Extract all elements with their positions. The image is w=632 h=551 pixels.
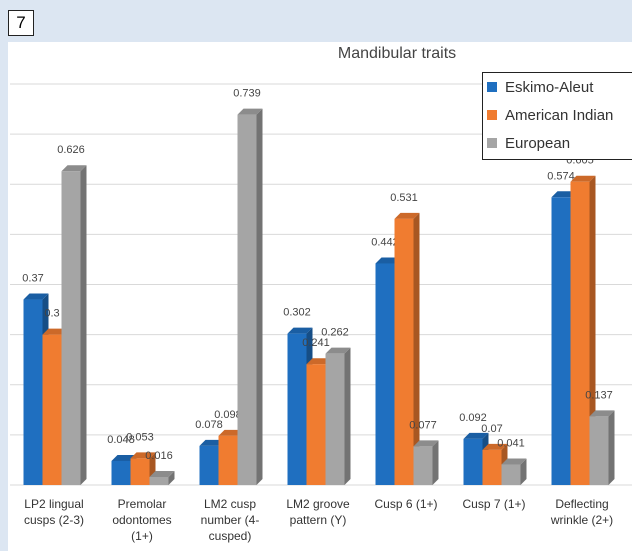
data-label: 0.016: [145, 450, 173, 462]
bar: [218, 435, 238, 485]
bar: [42, 334, 62, 485]
bar-top: [218, 429, 244, 436]
data-label: 0.442: [371, 236, 399, 248]
bar: [61, 171, 81, 485]
data-label: 0.574: [547, 170, 575, 182]
legend-swatch: [487, 138, 497, 148]
data-label: 0.092: [459, 412, 487, 424]
panel-label: 7: [8, 10, 34, 36]
bar-top: [551, 191, 577, 198]
x-tick-label: LM2 groove pattern (Y): [286, 497, 350, 527]
bar-top: [501, 458, 527, 465]
x-tick-label: LM2 cusp number (4-cusped): [200, 497, 260, 543]
bar-top: [482, 443, 508, 450]
data-label: 0.098: [214, 409, 242, 421]
x-tick-label: Cusp 6 (1+): [374, 497, 438, 511]
bar-top: [413, 440, 439, 447]
bar-top: [23, 293, 49, 300]
bar-side: [520, 458, 527, 485]
data-label: 0.137: [585, 389, 613, 401]
bar-top: [61, 165, 87, 172]
bar-top: [375, 257, 401, 264]
legend: Eskimo-Aleut American Indian European: [482, 72, 632, 160]
x-tick-label: Cusp 7 (1+): [462, 497, 526, 511]
x-tick-label: Premolar odontomes (1+): [112, 497, 172, 543]
bar-top: [306, 358, 332, 365]
data-label: 0.739: [233, 88, 261, 100]
bar-top: [130, 452, 156, 459]
data-label: 0.626: [57, 144, 85, 156]
bar-top: [149, 470, 175, 477]
data-label: 0.3: [44, 308, 59, 320]
x-tick-label: LP2 lingual cusps (2-3): [23, 497, 85, 527]
bar-top: [325, 347, 351, 354]
bar-side: [168, 470, 175, 485]
data-label: 0.07: [481, 423, 502, 435]
legend-label: European: [505, 134, 571, 152]
bar: [287, 333, 307, 485]
bar-side: [413, 212, 420, 485]
bar: [306, 364, 326, 485]
bar-side: [344, 347, 351, 485]
legend-swatch: [487, 110, 497, 120]
bar: [551, 197, 571, 485]
bar: [413, 446, 433, 485]
data-label: 0.048: [107, 434, 135, 446]
bar: [482, 449, 502, 485]
bar-side: [256, 108, 263, 486]
bar-side: [80, 165, 87, 485]
legend-item: Eskimo-Aleut: [483, 73, 632, 101]
bar-top: [111, 454, 137, 461]
bar-top: [589, 410, 615, 417]
data-label: 0.053: [126, 431, 154, 443]
x-tick-label: Deflecting wrinkle (2+): [550, 497, 614, 527]
bar-top: [42, 328, 68, 335]
bar: [149, 476, 169, 485]
bar-side: [589, 175, 596, 485]
bar: [23, 299, 43, 485]
bar-top: [287, 327, 313, 334]
data-label: 0.262: [321, 327, 349, 339]
data-label: 0.077: [409, 419, 437, 431]
data-label: 0.37: [22, 273, 43, 285]
bar: [589, 416, 609, 485]
data-label: 0.531: [390, 192, 418, 204]
legend-label: American Indian: [505, 106, 614, 124]
legend-label: Eskimo-Aleut: [505, 78, 594, 96]
bar: [570, 181, 590, 485]
legend-item: European: [483, 129, 632, 157]
legend-swatch: [487, 82, 497, 92]
bar: [325, 353, 345, 485]
bar: [375, 263, 395, 485]
bar-side: [432, 440, 439, 485]
data-label: 0.041: [497, 437, 525, 449]
bar-top: [570, 175, 596, 182]
bar-top: [237, 108, 263, 115]
chart-title: Mandibular traits: [338, 45, 456, 62]
data-label: 0.078: [195, 419, 223, 431]
bar: [199, 445, 219, 485]
bar-top: [394, 212, 420, 219]
bar: [463, 438, 483, 485]
bar-top: [463, 432, 489, 439]
bar: [130, 458, 150, 485]
bar: [111, 460, 131, 485]
bar-side: [608, 410, 615, 485]
data-label: 0.241: [302, 337, 330, 349]
data-label: 0.302: [283, 307, 311, 319]
bar: [501, 464, 521, 485]
bar: [237, 114, 257, 486]
legend-item: American Indian: [483, 101, 632, 129]
bar: [394, 218, 414, 485]
bar-top: [199, 439, 225, 446]
